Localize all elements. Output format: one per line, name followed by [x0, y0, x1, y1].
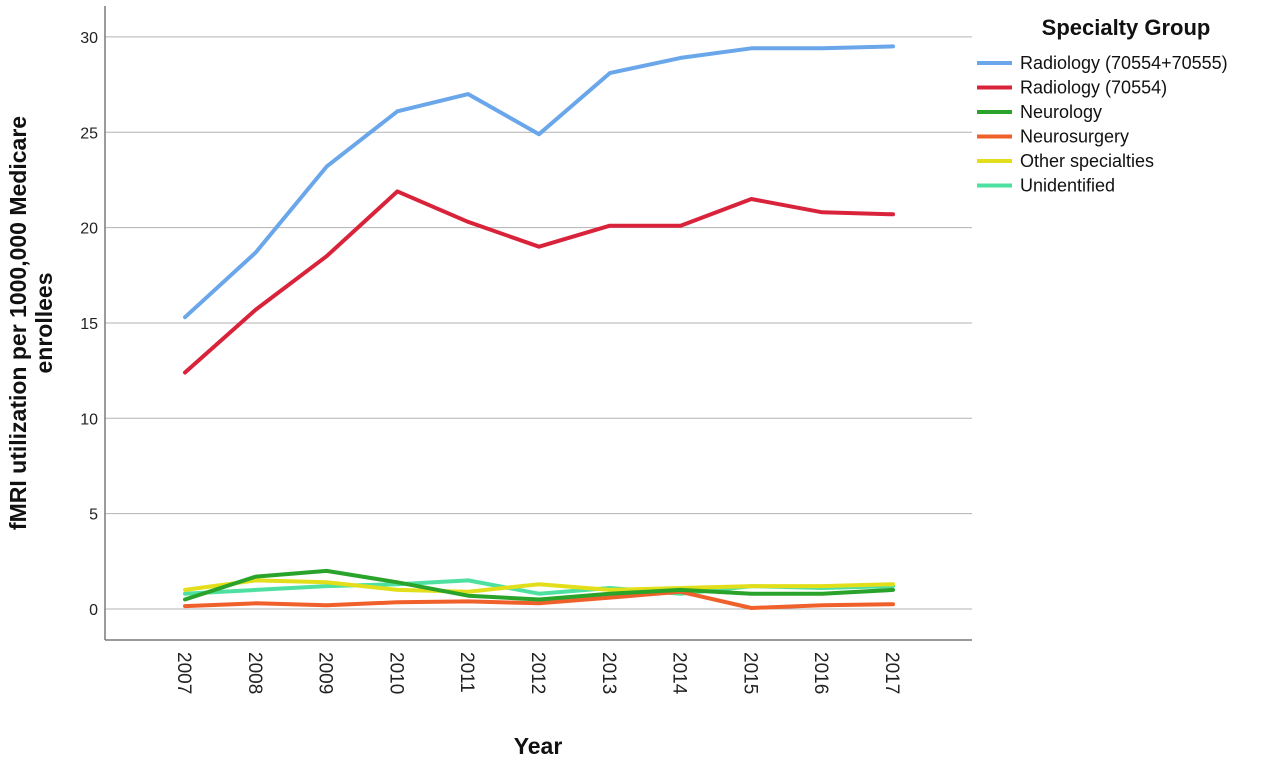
x-tick-label: 2017 — [881, 652, 902, 694]
legend-label-unidentified: Unidentified — [1020, 176, 1115, 196]
legend-title: Specialty Group — [1042, 15, 1211, 40]
y-tick-label: 15 — [80, 316, 98, 333]
legend: Specialty Group Radiology (70554+70555) R… — [977, 15, 1228, 196]
x-tick-label: 2011 — [456, 652, 477, 693]
x-tick-label: 2009 — [315, 652, 336, 694]
y-tick-labels: 0 5 10 15 20 25 30 — [80, 30, 98, 619]
series-line-radiology-70554-70555 — [183, 44, 895, 320]
x-tick-label: 2007 — [173, 652, 194, 694]
x-tick-labels: 2007 2008 2009 2010 2011 2012 2013 2014 2015 2016… — [173, 652, 902, 695]
y-axis-title-2: enrollees — [31, 273, 57, 374]
legend-label-radiology-70554: Radiology (70554) — [1020, 78, 1167, 98]
x-tick-label: 2013 — [598, 652, 619, 694]
legend-label-other-specialties: Other specialties — [1020, 151, 1154, 171]
x-axis-title: Year — [514, 733, 563, 759]
y-tick-label: 30 — [80, 30, 98, 47]
x-tick-label: 2008 — [244, 652, 265, 694]
y-tick-label: 25 — [80, 125, 98, 142]
y-axis-title-line-2: enrollees — [31, 273, 57, 374]
y-axis-title-line-1: fMRI utilization per 1000,000 Medicare — [5, 116, 31, 530]
series-line-other-specialties — [183, 578, 895, 594]
y-axis-title: fMRI utilization per 1000,000 Medicare — [5, 116, 31, 530]
x-tick-label: 2015 — [739, 652, 760, 694]
series-line-neurology — [183, 568, 895, 602]
x-tick-label: 2010 — [385, 652, 406, 694]
legend-label-neurosurgery: Neurosurgery — [1020, 127, 1129, 147]
series-line-neurosurgery — [183, 589, 895, 610]
x-tick-label: 2014 — [669, 652, 690, 695]
gridlines — [105, 36, 972, 610]
x-tick-label: 2016 — [810, 652, 831, 694]
series-line-radiology-70554 — [183, 189, 895, 375]
series-lines — [183, 44, 895, 610]
y-tick-label: 20 — [80, 221, 98, 238]
legend-label-radiology-70554-70555: Radiology (70554+70555) — [1020, 53, 1228, 73]
axes — [104, 6, 972, 641]
y-tick-label: 5 — [89, 507, 98, 524]
y-tick-label: 0 — [89, 602, 98, 619]
legend-label-neurology: Neurology — [1020, 102, 1102, 122]
y-tick-label: 10 — [80, 411, 98, 428]
x-tick-label: 2012 — [527, 652, 548, 694]
